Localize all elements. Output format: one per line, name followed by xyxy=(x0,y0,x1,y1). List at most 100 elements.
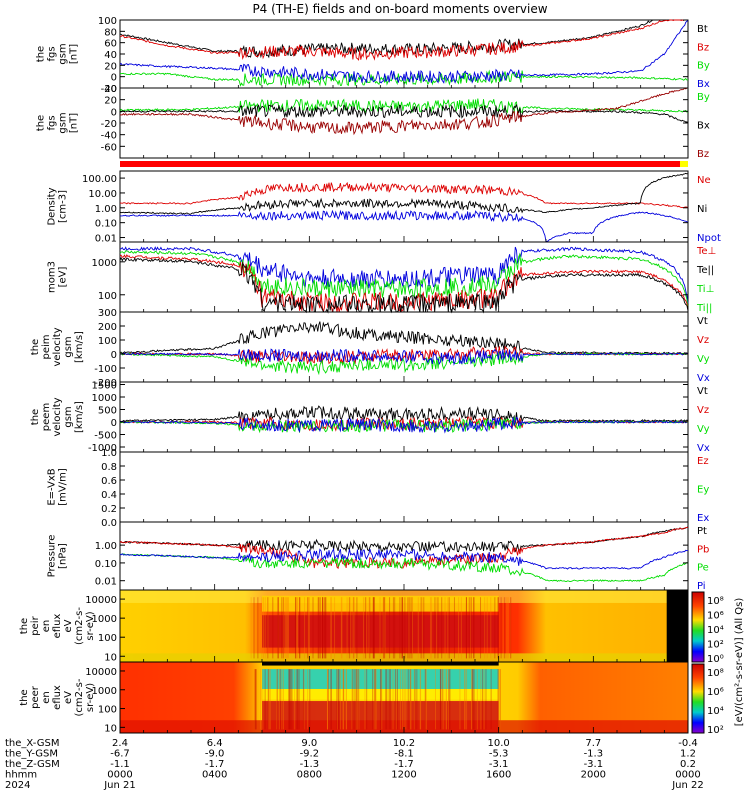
heatmap-streak xyxy=(473,669,475,730)
y-tick-label: 0.4 xyxy=(101,490,117,501)
axis-row-value: 10.2 xyxy=(393,738,415,749)
series-line-pi xyxy=(119,547,689,570)
y-axis-label: peim xyxy=(41,334,52,359)
colorbar xyxy=(691,591,705,663)
legend-label-0: Ez xyxy=(697,456,709,467)
axis-row-label: the_Y-GSM xyxy=(5,749,58,760)
legend-label-0: Vt xyxy=(697,386,708,397)
heatmap-streak xyxy=(267,597,269,659)
legend-label-2: Npot xyxy=(697,233,721,244)
axis-row-value: 1200 xyxy=(391,770,416,781)
heatmap-streak xyxy=(423,597,425,659)
y-tick-label: 1000 xyxy=(92,614,117,625)
heatmap-streak xyxy=(373,597,375,659)
heatmap-streak xyxy=(407,597,409,659)
axis-row-value: -8.1 xyxy=(394,749,414,760)
y-tick-label: 0.01 xyxy=(95,577,117,588)
heatmap-streak xyxy=(448,669,450,730)
legend-label-1: Vz xyxy=(697,335,709,346)
y-axis-label: peir xyxy=(30,615,41,635)
heatmap-streak xyxy=(497,597,499,659)
series-line-npot xyxy=(120,209,689,243)
heatmap-streak xyxy=(330,669,332,730)
heatmap-streak xyxy=(482,669,484,730)
colorbar-tick: 10⁴ xyxy=(707,706,724,717)
y-axis-label: the xyxy=(30,409,41,425)
heatmap-streak xyxy=(369,597,371,659)
heatmap-band xyxy=(120,720,688,733)
series-line-bx xyxy=(119,20,689,84)
colorbar-tick: 10² xyxy=(707,640,724,651)
heatmap-streak xyxy=(403,669,405,730)
heatmap-streak xyxy=(304,597,306,659)
heatmap-streak xyxy=(507,597,509,659)
legend-label-1: Te|| xyxy=(696,265,714,276)
heatmap-streak xyxy=(353,597,355,659)
heatmap-streak xyxy=(308,597,310,659)
heatmap-streak xyxy=(412,597,414,659)
y-tick-label: 200 xyxy=(98,322,117,333)
y-tick-label: 1000 xyxy=(92,393,117,404)
heatmap-streak xyxy=(379,597,381,659)
heatmap-streak xyxy=(343,669,345,730)
axis-row-value: -1.3 xyxy=(300,759,320,770)
heatmap-streak xyxy=(483,669,485,730)
heatmap-streak xyxy=(506,597,508,659)
y-axis-label: Density xyxy=(47,187,58,225)
heatmap-streak xyxy=(299,597,301,659)
heatmap-streak xyxy=(425,669,427,730)
heatmap-streak xyxy=(287,597,289,659)
heatmap-streak xyxy=(264,669,266,730)
y-axis-label: the xyxy=(30,339,41,355)
y-tick-label: -100 xyxy=(94,364,117,375)
heatmap-streak xyxy=(324,597,326,659)
heatmap-streak xyxy=(464,669,466,730)
legend-label-2: Vy xyxy=(697,354,710,365)
heatmap-streak xyxy=(294,669,296,730)
heatmap-streak xyxy=(307,597,309,659)
heatmap-streak xyxy=(277,597,279,659)
y-tick-label: 0.8 xyxy=(101,462,117,473)
heatmap-streak xyxy=(471,669,473,730)
heatmap-streak xyxy=(440,669,442,730)
colorbar-tick: 10⁰ xyxy=(707,654,724,665)
heatmap-streak xyxy=(307,669,309,730)
heatmap-streak xyxy=(402,669,404,730)
heatmap-streak xyxy=(405,669,407,730)
heatmap-streak xyxy=(330,597,332,659)
heatmap-streak xyxy=(295,597,297,659)
axis-row-value: -1.3 xyxy=(584,749,604,760)
legend-label-0: Pt xyxy=(697,526,707,537)
y-tick-label: 0.0 xyxy=(101,518,117,529)
legend-label-3: Ti|| xyxy=(696,303,712,314)
heatmap-streak xyxy=(276,669,278,730)
heatmap-streak xyxy=(366,669,368,730)
heatmap-streak xyxy=(413,669,415,730)
y-axis-label: gsm xyxy=(63,336,74,357)
y-tick-label: -1000 xyxy=(88,443,117,454)
legend-label-1: Ni xyxy=(697,204,707,215)
heatmap-streak xyxy=(357,669,359,730)
y-tick-label: 0.6 xyxy=(101,476,117,487)
y-tick-label: 100 xyxy=(98,291,117,302)
heatmap-streak xyxy=(322,597,324,659)
heatmap-band xyxy=(262,669,499,689)
heatmap-streak xyxy=(471,669,473,730)
heatmap-streak xyxy=(356,597,358,659)
heatmap-streak xyxy=(447,597,449,659)
legend-label-0: Te⊥ xyxy=(696,246,716,257)
heatmap-streak xyxy=(394,669,396,730)
y-axis-label: [cm-3] xyxy=(58,190,69,223)
heatmap-streak xyxy=(402,597,404,659)
heatmap-streak xyxy=(355,669,357,730)
axis-row-value: 2.4 xyxy=(112,738,128,749)
y-axis-label: en xyxy=(41,691,52,704)
heatmap-streak xyxy=(424,669,426,730)
legend-label-1: Bz xyxy=(697,42,709,53)
heatmap-streak xyxy=(336,669,338,730)
heatmap-streak xyxy=(490,669,492,730)
heatmap-streak xyxy=(380,669,382,730)
heatmap-streak xyxy=(497,669,499,730)
heatmap-streak xyxy=(470,597,472,659)
